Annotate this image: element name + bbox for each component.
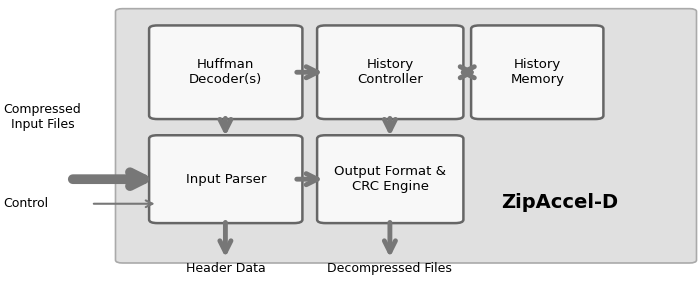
- Text: History
Memory: History Memory: [510, 58, 564, 86]
- Text: Decompressed Files: Decompressed Files: [328, 262, 452, 275]
- Text: Huffman
Decoder(s): Huffman Decoder(s): [189, 58, 262, 86]
- FancyBboxPatch shape: [471, 25, 603, 119]
- Text: Input Parser: Input Parser: [186, 173, 266, 186]
- Text: Output Format &
CRC Engine: Output Format & CRC Engine: [335, 165, 447, 193]
- Text: ZipAccel-D: ZipAccel-D: [501, 193, 619, 212]
- FancyBboxPatch shape: [149, 135, 302, 223]
- FancyBboxPatch shape: [116, 9, 696, 263]
- FancyBboxPatch shape: [317, 25, 463, 119]
- Text: Header Data: Header Data: [186, 262, 265, 275]
- Text: History
Controller: History Controller: [358, 58, 423, 86]
- Text: Control: Control: [4, 197, 48, 210]
- Text: Compressed
Input Files: Compressed Input Files: [4, 103, 81, 131]
- FancyBboxPatch shape: [317, 135, 463, 223]
- FancyBboxPatch shape: [149, 25, 302, 119]
